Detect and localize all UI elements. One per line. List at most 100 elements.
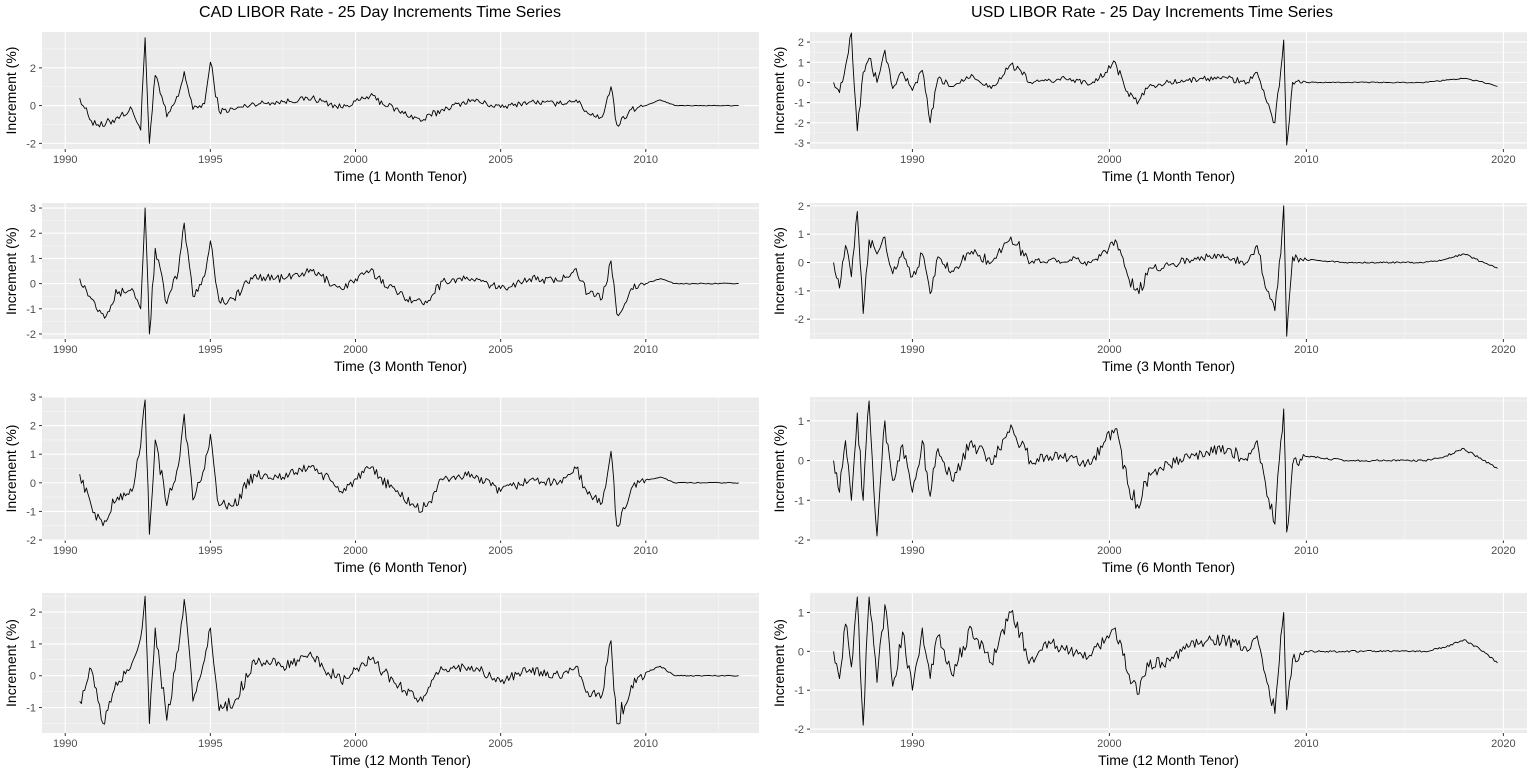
x-tick-label: 2020 [1491, 738, 1515, 750]
y-axis-label: Increment (%) [771, 227, 787, 315]
y-tick-label: -2 [26, 138, 36, 150]
y-tick-label: 0 [30, 279, 36, 291]
y-tick-label: 0 [798, 77, 804, 89]
x-tick-label: 2020 [1491, 154, 1515, 166]
y-tick-label: 1 [30, 449, 36, 461]
x-axis-label: Time (3 Month Tenor) [1102, 358, 1235, 374]
y-tick-label: -1 [26, 703, 36, 715]
x-tick-label: 1990 [900, 154, 924, 166]
x-tick-label: 2000 [343, 738, 367, 750]
x-tick-label: 2000 [343, 344, 367, 356]
panel-background [810, 397, 1527, 540]
x-tick-label: 2005 [488, 738, 512, 750]
x-tick-label: 2005 [488, 154, 512, 166]
y-axis-label: Increment (%) [3, 619, 19, 707]
x-tick-label: 2000 [1097, 344, 1121, 356]
y-tick-label: 3 [30, 203, 36, 215]
x-tick-label: 2010 [634, 545, 658, 557]
x-tick-label: 2000 [343, 545, 367, 557]
y-tick-label: -2 [794, 118, 804, 130]
x-tick-label: 2000 [343, 154, 367, 166]
x-tick-label: 2000 [1097, 545, 1121, 557]
x-tick-label: 1990 [53, 344, 77, 356]
y-axis-label: Increment (%) [3, 47, 19, 135]
panel-background [810, 32, 1527, 149]
x-axis-label: Time (1 Month Tenor) [334, 168, 467, 184]
y-tick-label: 1 [30, 253, 36, 265]
y-tick-label: -1 [26, 506, 36, 518]
y-tick-label: 2 [798, 201, 804, 213]
y-tick-label: 2 [30, 63, 36, 75]
y-tick-label: 0 [30, 101, 36, 113]
y-tick-label: -1 [794, 286, 804, 298]
x-tick-label: 2010 [1294, 344, 1318, 356]
x-tick-label: 1995 [198, 154, 222, 166]
x-tick-label: 1990 [53, 545, 77, 557]
y-axis-label: Increment (%) [771, 619, 787, 707]
y-tick-label: 0 [798, 456, 804, 468]
x-axis-label: Time (6 Month Tenor) [334, 559, 467, 575]
x-tick-label: 1990 [53, 154, 77, 166]
y-tick-label: -2 [794, 535, 804, 547]
y-tick-label: 1 [798, 57, 804, 69]
x-tick-label: 1990 [900, 344, 924, 356]
x-tick-label: 1990 [900, 545, 924, 557]
y-tick-label: -1 [794, 98, 804, 110]
series-line [79, 595, 739, 725]
y-tick-label: 1 [798, 607, 804, 619]
y-axis-label: Increment (%) [3, 425, 19, 513]
y-tick-label: -2 [26, 329, 36, 341]
y-tick-label: 0 [798, 258, 804, 270]
x-tick-label: 2010 [1294, 545, 1318, 557]
series-line [833, 596, 1498, 726]
panel-background [810, 203, 1527, 339]
series-line [79, 207, 739, 335]
x-tick-label: 2020 [1491, 545, 1515, 557]
panel-background [42, 203, 759, 339]
x-tick-label: 2010 [1294, 738, 1318, 750]
x-axis-label: Time (12 Month Tenor) [330, 752, 471, 768]
y-axis-label: Increment (%) [771, 425, 787, 513]
series-line [833, 32, 1498, 146]
series-line [79, 399, 739, 535]
y-tick-label: 1 [30, 639, 36, 651]
x-tick-label: 1990 [53, 738, 77, 750]
y-tick-label: 1 [798, 416, 804, 428]
x-tick-label: 1990 [900, 738, 924, 750]
y-tick-label: 0 [30, 478, 36, 490]
y-tick-label: 3 [30, 392, 36, 404]
x-tick-label: 2005 [488, 545, 512, 557]
y-tick-label: -1 [794, 685, 804, 697]
x-tick-label: 2010 [634, 154, 658, 166]
x-tick-label: 1995 [198, 344, 222, 356]
y-tick-label: 1 [798, 229, 804, 241]
y-tick-label: 2 [30, 228, 36, 240]
x-axis-label: Time (12 Month Tenor) [1098, 752, 1239, 768]
y-tick-label: 2 [798, 37, 804, 49]
y-tick-label: -2 [26, 535, 36, 547]
right-column-title: USD LIBOR Rate - 25 Day Increments Time … [971, 4, 1333, 21]
panel-background [42, 32, 759, 149]
panel-background [42, 397, 759, 540]
x-tick-label: 2000 [1097, 738, 1121, 750]
x-axis-label: Time (1 Month Tenor) [1102, 168, 1235, 184]
series-line [833, 205, 1498, 337]
x-axis-label: Time (6 Month Tenor) [1102, 559, 1235, 575]
x-tick-label: 1995 [198, 545, 222, 557]
x-tick-label: 2010 [634, 738, 658, 750]
y-tick-label: 2 [30, 421, 36, 433]
x-tick-label: 2010 [634, 344, 658, 356]
panel-background [42, 593, 759, 733]
x-tick-label: 1995 [198, 738, 222, 750]
y-tick-label: -1 [794, 495, 804, 507]
y-tick-label: -1 [26, 304, 36, 316]
panel-background [810, 593, 1527, 733]
x-tick-label: 2020 [1491, 344, 1515, 356]
